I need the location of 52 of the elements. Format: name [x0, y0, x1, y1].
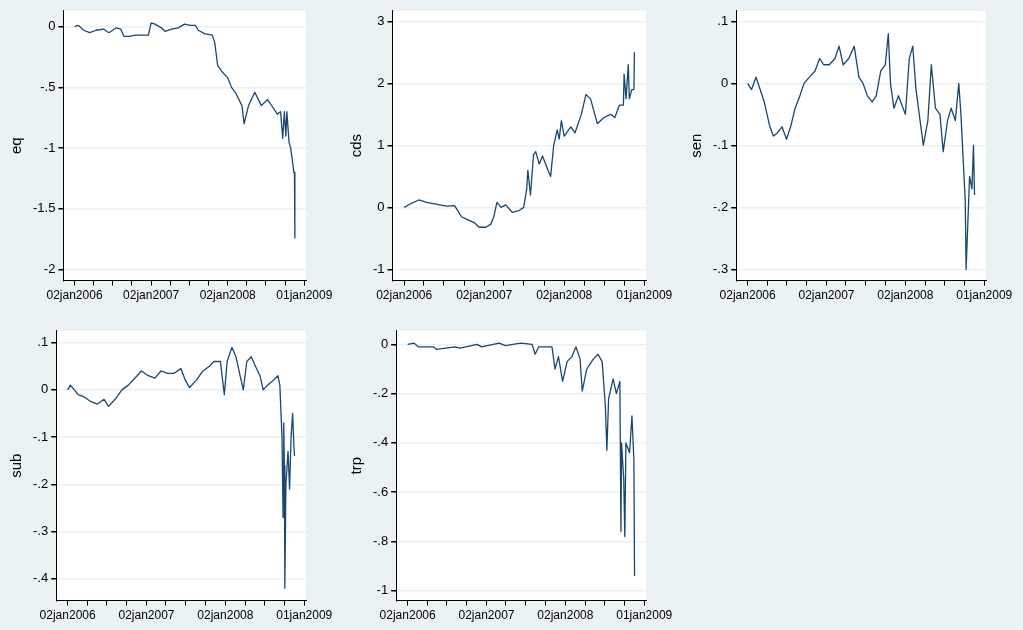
y-tick-label: 0 [720, 74, 729, 90]
x-tick-label: 01jan2009 [616, 608, 673, 623]
y-tick-label: -2 [43, 261, 56, 277]
y-tick-label: 3 [377, 12, 385, 28]
x-tick-label: 02jan2008 [199, 288, 257, 303]
x-tick-label: 02jan2006 [719, 288, 776, 303]
x-tick-label: 02jan2008 [877, 288, 934, 303]
y-tick-label: -.6 [373, 483, 389, 499]
y-tick-label: 0 [377, 198, 385, 214]
y-tick-label: -.2 [713, 198, 729, 214]
y-tick-label: 2 [377, 74, 385, 90]
y-tick-label: .1 [37, 334, 49, 350]
x-tick-label: 01jan2009 [956, 288, 1013, 303]
y-tick-label: 0 [380, 335, 389, 351]
y-tick-label: .1 [717, 12, 729, 28]
y-tick-label: -1 [373, 261, 385, 277]
x-tick-label: 02jan2006 [46, 288, 103, 303]
x-tick-label: 02jan2007 [798, 288, 855, 303]
y-tick-label: -.2 [33, 475, 49, 491]
y-tick-label: -1.5 [32, 200, 56, 216]
x-tick-label: 01jan2009 [276, 288, 333, 303]
y-tick-label: -.5 [40, 78, 56, 94]
x-tick-label: 02jan2007 [123, 288, 180, 303]
x-tick-label: 02jan2006 [376, 288, 433, 303]
y-tick-label: -.4 [373, 434, 389, 450]
y-tick-label: 0 [40, 381, 49, 397]
x-tick-label: 02jan2007 [118, 608, 175, 623]
y-tick-label: -.3 [713, 261, 729, 277]
y-tick-label: -.4 [33, 570, 49, 586]
x-tick-label: 02jan2008 [197, 608, 254, 623]
y-tick-label: -1 [376, 582, 389, 598]
x-tick-label: 02jan2008 [536, 288, 593, 303]
y-axis-title: sen [687, 133, 705, 158]
x-tick-label: 01jan2009 [276, 608, 333, 623]
x-tick-label: 02jan2007 [456, 288, 513, 303]
y-axis-title: sub [7, 453, 25, 478]
y-tick-label: -1 [43, 139, 56, 155]
y-tick-label: -.1 [713, 136, 729, 152]
x-tick-label: 02jan2006 [39, 608, 96, 623]
y-tick-label: -.1 [33, 428, 49, 444]
y-axis-title: trp [347, 456, 365, 475]
y-tick-label: 0 [48, 18, 56, 34]
y-axis-title: eq [7, 137, 25, 155]
y-tick-label: -.3 [33, 523, 49, 539]
y-tick-label: 1 [377, 136, 385, 152]
x-tick-label: 01jan2009 [616, 288, 673, 303]
y-axis-title: cds [347, 134, 365, 158]
y-tick-label: -.2 [373, 385, 389, 401]
x-tick-label: 02jan2008 [537, 608, 594, 623]
x-tick-label: 02jan2006 [379, 608, 436, 623]
y-tick-label: -.8 [373, 533, 389, 549]
x-tick-label: 02jan2007 [458, 608, 515, 623]
